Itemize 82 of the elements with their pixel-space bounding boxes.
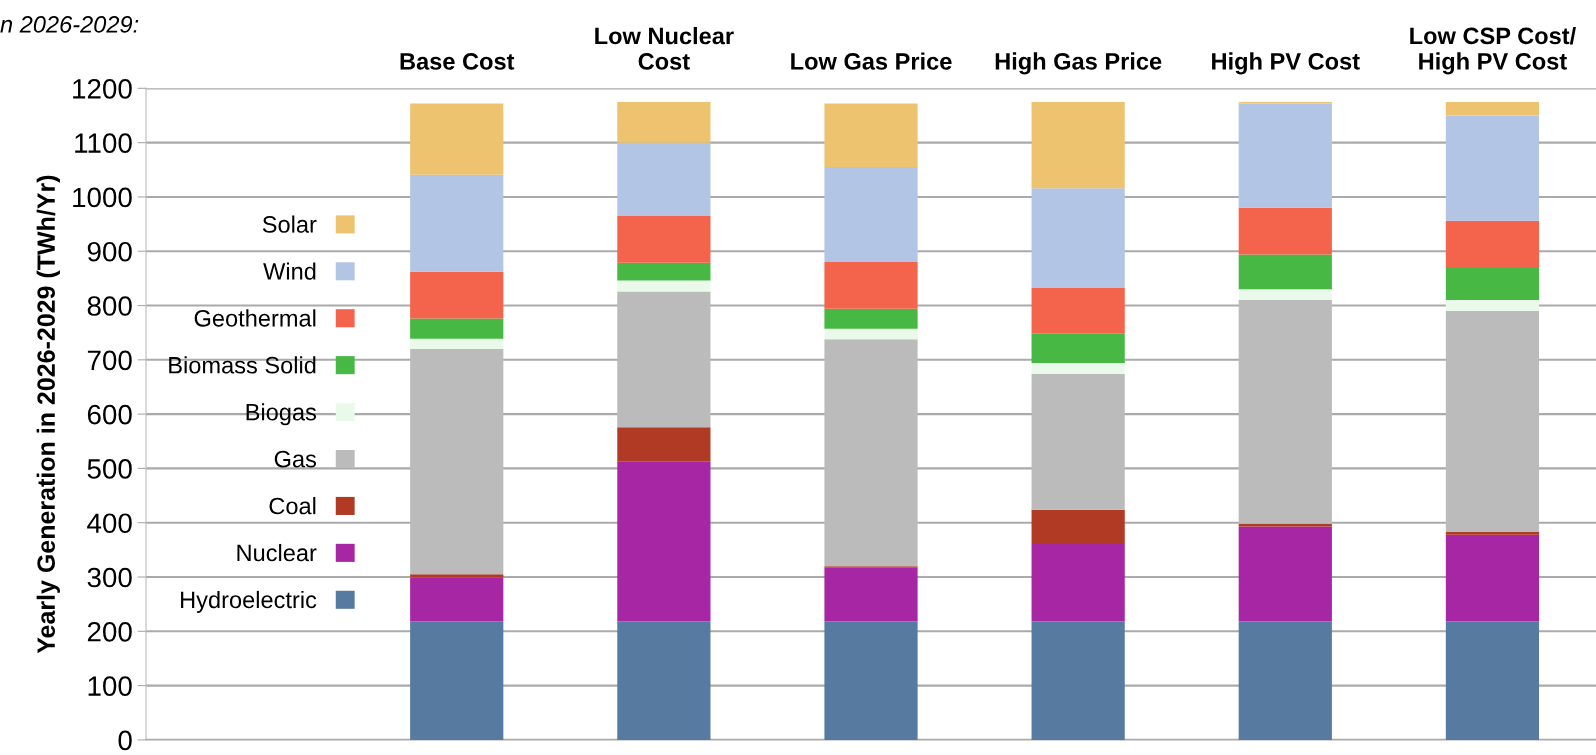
x-tick-label: Low Gas Price — [791, 52, 952, 70]
bar — [1238, 621, 1332, 740]
bar — [824, 167, 918, 263]
legend-label: Biomass Solid — [169, 356, 316, 374]
y-tick-label: 200 — [87, 621, 132, 642]
bar — [410, 574, 504, 578]
bar — [1238, 289, 1332, 301]
bar — [1445, 534, 1540, 622]
y-tick-label: 300 — [87, 567, 132, 588]
bar — [824, 262, 918, 309]
bar — [1031, 188, 1125, 288]
bar — [410, 621, 504, 740]
legend-label: Wind — [263, 262, 316, 280]
bar — [1031, 363, 1125, 374]
bar — [824, 308, 918, 329]
bar — [617, 291, 711, 428]
y-tick-label: 1200 — [73, 79, 132, 99]
y-tick-label: 1000 — [73, 187, 132, 208]
y-tick-label: 0 — [118, 730, 132, 751]
bar — [824, 621, 918, 740]
bar — [617, 142, 711, 216]
y-tick-label: 1100 — [75, 133, 132, 153]
legend-label: Biogas — [246, 403, 317, 426]
bar — [410, 348, 504, 575]
legend-label: Nuclear — [237, 543, 317, 562]
bar — [1238, 207, 1332, 255]
bar — [1238, 523, 1332, 527]
bar — [617, 461, 711, 622]
bar — [1445, 531, 1540, 535]
bar — [824, 103, 918, 168]
y-tick-label: 500 — [87, 459, 132, 479]
bar — [410, 338, 504, 349]
bar — [410, 174, 504, 272]
bar — [617, 427, 711, 462]
bar — [410, 577, 504, 622]
bar — [1238, 254, 1332, 290]
y-tick-label: 400 — [87, 513, 132, 534]
bar — [410, 103, 504, 175]
legend-label: Coal — [269, 497, 316, 515]
legend-label: Gas — [274, 450, 317, 468]
legend-label: Geothermal — [194, 309, 316, 327]
legend-label: Solar — [262, 215, 317, 233]
bar — [824, 328, 918, 340]
bar — [617, 262, 711, 281]
bar — [617, 280, 711, 292]
bar — [1031, 101, 1125, 189]
y-tick-label: 100 — [88, 676, 132, 696]
x-tick-label: High PV Cost — [1212, 52, 1360, 75]
bar — [1238, 103, 1332, 208]
y-tick-label: 900 — [87, 241, 132, 262]
bar — [1031, 373, 1125, 510]
bar — [1031, 509, 1125, 544]
bar — [617, 215, 711, 263]
bar — [1031, 287, 1125, 334]
y-tick-label: 800 — [87, 296, 132, 316]
x-tick-label: Low Nuclear Cost — [595, 27, 734, 70]
y-tick-label: 700 — [87, 350, 132, 371]
x-tick-label: Base Cost — [400, 53, 515, 70]
bar — [1031, 333, 1125, 364]
bar — [1031, 543, 1125, 622]
bar — [1238, 526, 1332, 622]
bar — [824, 567, 918, 622]
bar — [617, 101, 711, 143]
bar — [410, 318, 504, 339]
text: n 2026-2029: — [0, 16, 139, 33]
x-tick-label: High Gas Price — [995, 52, 1162, 75]
bar — [824, 339, 918, 567]
y-tick-label: 600 — [87, 404, 132, 425]
bar — [410, 271, 504, 319]
bar — [1445, 300, 1540, 311]
bar — [1445, 220, 1540, 269]
x-tick-label: Low CSP Cost/ High PV Cost — [1410, 26, 1576, 75]
bar — [1445, 310, 1540, 532]
bar — [617, 621, 711, 740]
bar — [1445, 115, 1540, 221]
bar — [1238, 300, 1332, 524]
bar — [1031, 621, 1125, 740]
legend-label: Hydroelectric — [181, 590, 317, 613]
bar — [1445, 268, 1540, 301]
y-axis-title: Yearly Generation in 2026-2029 (TWh/Yr) — [36, 175, 60, 654]
bar — [1445, 621, 1540, 740]
bar — [1445, 101, 1540, 116]
